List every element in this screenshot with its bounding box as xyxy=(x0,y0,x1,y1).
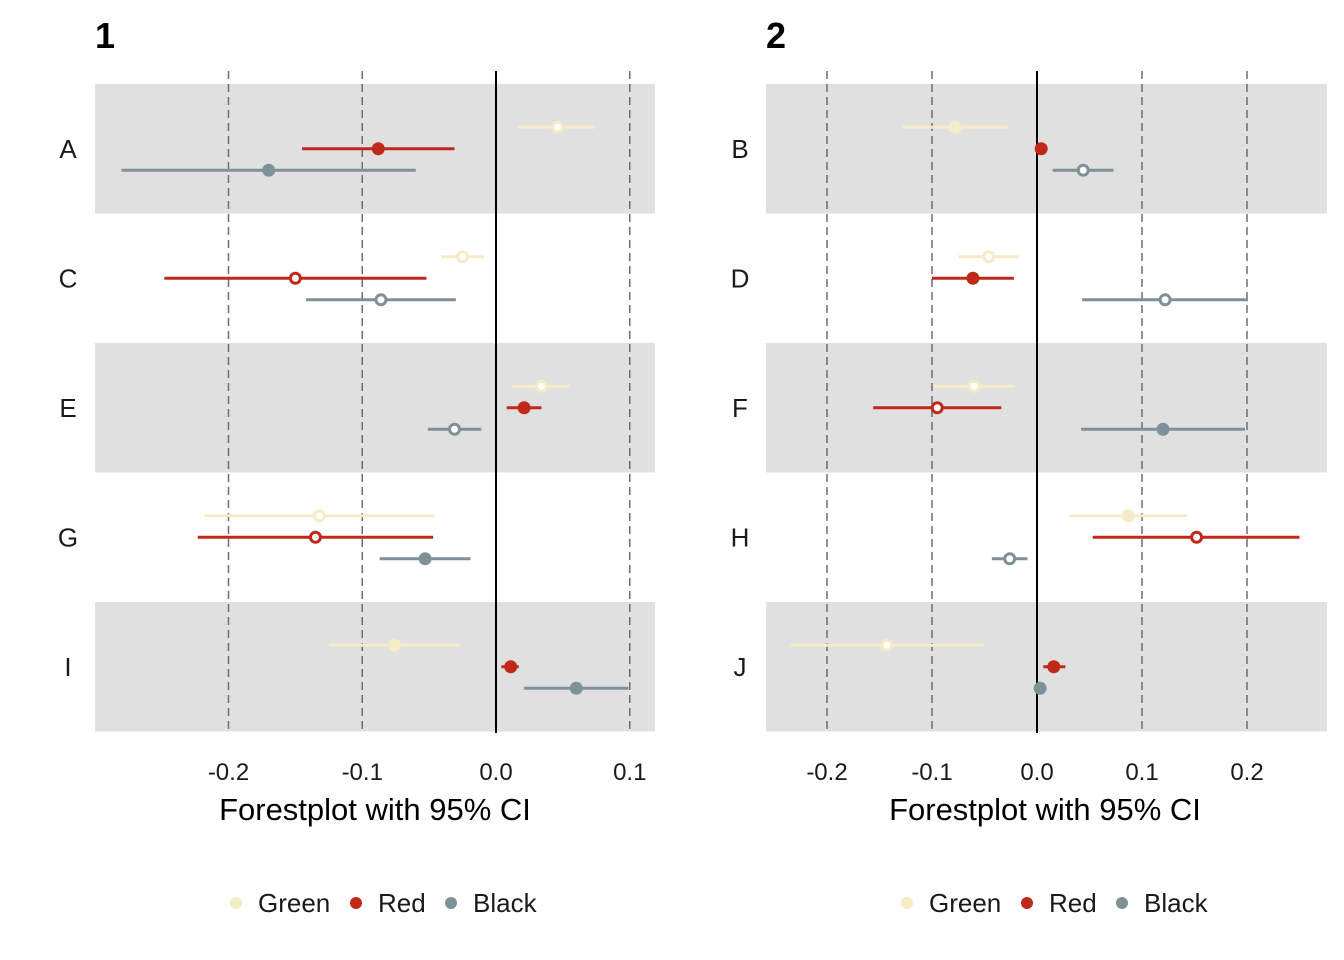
x-tick-label: 0.1 xyxy=(1125,759,1158,786)
point-red-D xyxy=(966,271,980,285)
point-red-C xyxy=(288,271,302,285)
category-label: J xyxy=(734,652,747,682)
x-tick-label: -0.1 xyxy=(911,759,952,786)
point-green-I xyxy=(387,638,401,652)
x-tick-label: -0.2 xyxy=(806,759,847,786)
legend-dot-black xyxy=(445,897,457,909)
point-red-B xyxy=(1034,142,1048,156)
point-green-G xyxy=(312,509,326,523)
panel-title: 2 xyxy=(766,15,786,56)
point-green-E xyxy=(534,379,548,393)
point-green-H xyxy=(1121,509,1135,523)
x-tick-label: 0.2 xyxy=(1230,759,1263,786)
legend-label-red: Red xyxy=(378,888,426,918)
legend-label-green: Green xyxy=(258,888,330,918)
point-black-D xyxy=(1158,293,1172,307)
point-red-E xyxy=(517,401,531,415)
x-axis-title: Forestplot with 95% CI xyxy=(219,792,531,827)
row-band-F xyxy=(766,343,1327,473)
point-green-C xyxy=(456,250,470,264)
row-band-E xyxy=(95,343,655,473)
point-green-A xyxy=(551,120,565,134)
legend-label-black: Black xyxy=(473,888,538,918)
point-red-J xyxy=(1047,660,1061,674)
point-black-B xyxy=(1076,163,1090,177)
point-black-G xyxy=(418,552,432,566)
point-red-I xyxy=(504,660,518,674)
x-tick-label: 0.1 xyxy=(613,759,646,786)
legend-label-green: Green xyxy=(929,888,1001,918)
x-tick-label: -0.2 xyxy=(208,759,249,786)
legend-label-red: Red xyxy=(1049,888,1097,918)
category-label: G xyxy=(58,522,78,552)
legend-dot-red xyxy=(350,897,362,909)
x-tick-label: 0.0 xyxy=(1020,759,1053,786)
point-black-F xyxy=(1156,422,1170,436)
panel-title: 1 xyxy=(95,15,115,56)
category-label: B xyxy=(731,134,748,164)
category-label: A xyxy=(59,134,77,164)
category-label: C xyxy=(59,263,78,293)
point-black-J xyxy=(1033,681,1047,695)
legend-dot-green xyxy=(230,897,242,909)
point-black-E xyxy=(448,422,462,436)
point-black-H xyxy=(1003,552,1017,566)
point-red-F xyxy=(930,401,944,415)
category-label: D xyxy=(731,263,750,293)
point-black-A xyxy=(262,163,276,177)
point-black-I xyxy=(569,681,583,695)
x-tick-label: 0.0 xyxy=(479,759,512,786)
category-label: I xyxy=(64,652,71,682)
legend-label-black: Black xyxy=(1144,888,1209,918)
point-red-G xyxy=(308,530,322,544)
legend-dot-red xyxy=(1021,897,1033,909)
legend-dot-black xyxy=(1116,897,1128,909)
legend-dot-green xyxy=(901,897,913,909)
category-label: E xyxy=(59,393,76,423)
point-green-J xyxy=(880,638,894,652)
row-band-I xyxy=(95,602,655,732)
legend: Green Red Black xyxy=(901,888,1209,918)
x-axis-title: Forestplot with 95% CI xyxy=(889,792,1201,827)
point-red-A xyxy=(371,142,385,156)
x-tick-label: -0.1 xyxy=(342,759,383,786)
point-green-F xyxy=(967,379,981,393)
category-label: F xyxy=(732,393,748,423)
panel-1: 1 A C E G I -0.2 -0.1 0.0 0.1 Forestplot with 95% … xyxy=(58,15,655,918)
point-green-B xyxy=(948,120,962,134)
point-black-C xyxy=(374,293,388,307)
point-red-H xyxy=(1190,530,1204,544)
point-green-D xyxy=(982,250,996,264)
legend: Green Red Black xyxy=(230,888,538,918)
panel-2: 2 B D F H J -0.2 -0.1 0.0 0.1 0.2 Forestplot with 9… xyxy=(731,15,1327,918)
category-label: H xyxy=(731,522,750,552)
